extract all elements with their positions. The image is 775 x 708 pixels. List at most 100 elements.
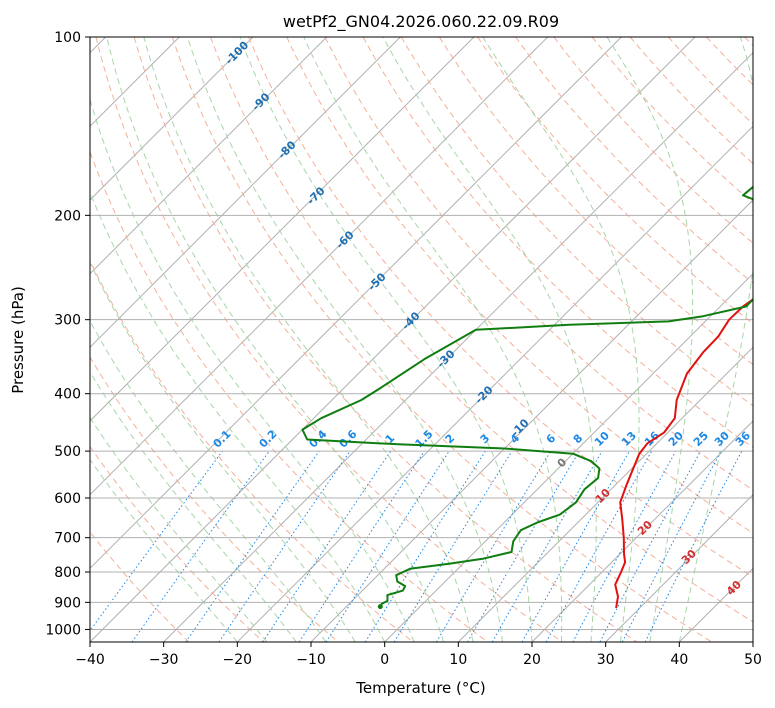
background-lines <box>90 37 753 642</box>
moist-adiabat-line <box>482 37 640 642</box>
x-tick-label: −30 <box>149 652 179 668</box>
moist-adiabat-label: 30 <box>679 547 699 567</box>
dry-adiabat-line <box>591 37 753 204</box>
mixing-ratio-label: 0.2 <box>257 428 280 451</box>
temperature-profile-line <box>614 298 753 609</box>
dry-adiabat-line <box>286 37 753 534</box>
x-tick-label: 20 <box>523 652 541 668</box>
mixing-ratio-label: 36 <box>733 429 753 449</box>
moist-adiabat-line <box>90 320 327 642</box>
dry-adiabat-line <box>133 37 638 642</box>
x-axis-label: Temperature (°C) <box>355 679 485 697</box>
x-tick-label: 10 <box>449 652 467 668</box>
mixing-ratio-line <box>644 450 743 642</box>
dry-adiabat-line <box>171 37 712 642</box>
mixing-ratio-line <box>545 450 653 642</box>
dry-adiabat-line <box>400 37 753 407</box>
x-tick-label: −10 <box>296 652 326 668</box>
dry-adiabat-line <box>744 37 753 47</box>
x-tick-label: 50 <box>744 652 762 668</box>
profile-series <box>301 185 753 610</box>
moist-adiabat-line <box>382 37 597 642</box>
moist-adiabat-line <box>187 37 503 642</box>
moist-adiabat-line <box>106 37 445 642</box>
dry-adiabat-line <box>438 37 753 366</box>
moist-adiabat-label: 10 <box>593 486 613 506</box>
y-tick-label: 700 <box>54 531 81 547</box>
mixing-ratio-line <box>298 450 425 642</box>
moist-adiabat-label: 0 <box>555 455 570 470</box>
isotherm-line <box>236 125 753 642</box>
mixing-ratio-label: 0.1 <box>211 428 234 451</box>
moist-adiabat-line <box>90 370 297 642</box>
x-axis-ticks: −40 −30 −20 −10 0 10 20 30 40 50 <box>75 642 762 668</box>
isotherm-line <box>90 37 254 201</box>
dewpoint-profile-line <box>301 185 753 608</box>
dry-adiabat-line <box>248 37 753 578</box>
x-tick-label: −20 <box>223 652 253 668</box>
mixing-ratio-label: 25 <box>691 429 711 449</box>
mixing-ratio-line <box>185 450 320 642</box>
isotherm-line <box>90 37 622 570</box>
dry-adiabat-line <box>90 150 488 642</box>
isotherm-line <box>457 346 753 642</box>
isotherm-line <box>752 641 753 642</box>
moist-adiabat-line <box>90 261 356 642</box>
isotherm-line <box>90 37 696 642</box>
dry-adiabat-line <box>90 259 414 642</box>
mixing-ratio-line <box>364 450 486 642</box>
dewpoint-surface-marker <box>377 604 383 610</box>
mixing-ratio-line <box>572 450 677 642</box>
dry-adiabat-line <box>90 531 190 642</box>
isotherm-line <box>384 272 753 642</box>
y-tick-label: 900 <box>54 595 81 611</box>
mixing-ratio-line <box>521 450 630 642</box>
moist-adiabat-line <box>303 37 563 642</box>
y-tick-label: 500 <box>54 444 81 460</box>
isotherm-line <box>90 37 549 496</box>
isotherm-line <box>90 37 401 349</box>
moist-adiabat-line <box>678 37 753 642</box>
x-tick-label: −40 <box>75 652 105 668</box>
y-tick-label: 100 <box>54 30 81 46</box>
dry-adiabat-line <box>362 37 753 449</box>
y-tick-label: 400 <box>54 387 81 403</box>
moist-adiabat-line <box>90 458 238 642</box>
y-tick-label: 600 <box>54 491 81 507</box>
mixing-ratio-line <box>90 450 223 632</box>
mixing-ratio-label: 30 <box>712 429 732 449</box>
mixing-ratio-line <box>218 450 351 642</box>
isotherm-line <box>605 493 753 642</box>
y-tick-label: 300 <box>54 313 81 329</box>
dry-adiabat-line <box>210 37 753 623</box>
mixing-ratio-line <box>131 450 270 642</box>
moist-adiabat-line <box>143 37 474 642</box>
x-tick-label: 0 <box>380 652 389 668</box>
moist-adiabat-line <box>606 37 694 642</box>
pressure-gridlines <box>90 37 753 630</box>
y-tick-label: 800 <box>54 565 81 581</box>
chart-title: wetPf2_GN04.2026.060.22.09.R09 <box>283 12 559 32</box>
y-axis-label: Pressure (hPa) <box>9 286 27 394</box>
dry-adiabat-line <box>706 37 753 86</box>
x-tick-label: 30 <box>597 652 615 668</box>
x-tick-label: 40 <box>670 652 688 668</box>
y-tick-label: 1000 <box>45 622 81 638</box>
dry-adiabat-line <box>90 356 339 642</box>
dry-adiabat-line <box>324 37 753 491</box>
dry-adiabat-line <box>95 37 563 642</box>
isotherm-line <box>531 420 753 642</box>
mixing-ratio-label: 13 <box>619 429 639 449</box>
moist-adiabat-line <box>239 37 533 642</box>
moist-adiabat-line <box>90 416 268 642</box>
isotherm-line <box>90 37 475 422</box>
mixing-ratio-line <box>325 450 450 642</box>
moist-adiabat-line <box>90 190 386 642</box>
y-axis-ticks: 100 200 300 400 500 600 700 800 900 1000 <box>45 30 90 638</box>
mixing-ratio-line <box>467 450 580 642</box>
mixing-ratio-label: 2 <box>443 432 458 447</box>
isotherm-line <box>163 51 753 642</box>
mixing-ratio-line <box>599 450 701 642</box>
plot-frame <box>89 36 754 643</box>
